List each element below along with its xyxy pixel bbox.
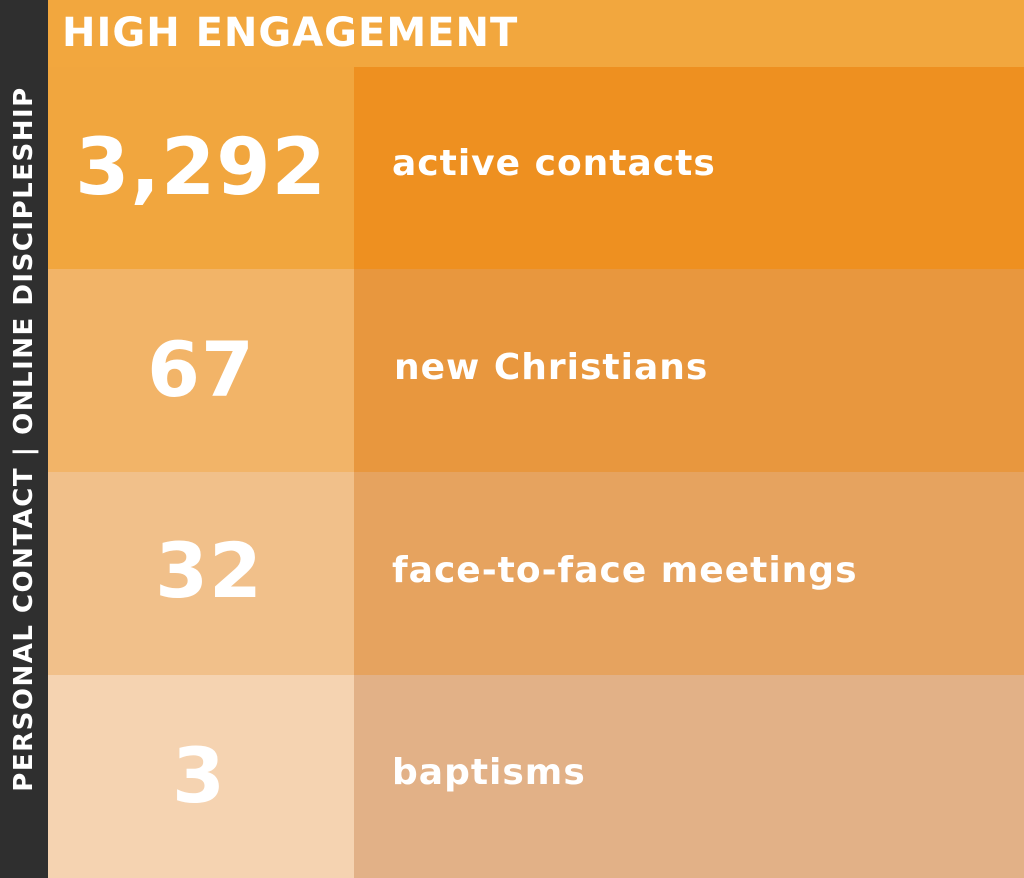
side-label: PERSONAL CONTACT | ONLINE DISCIPLESHIP [9, 86, 39, 792]
stat-label: face-to-face meetings [392, 550, 858, 591]
stat-row-new-christians: 67 new Christians [48, 269, 1024, 472]
stat-value-cell: 3 [48, 675, 354, 878]
stat-value: 3,292 [75, 123, 327, 213]
stat-label-cell: face-to-face meetings [354, 472, 1024, 675]
stat-row-active-contacts: 3,292 active contacts [48, 67, 1024, 269]
stat-value-cell: 67 [48, 269, 354, 472]
stat-value: 32 [155, 526, 263, 615]
stat-label-cell: baptisms [354, 675, 1024, 878]
stat-label: active contacts [392, 143, 716, 184]
stat-row-baptisms: 3 baptisms [48, 675, 1024, 878]
stat-label-cell: new Christians [354, 269, 1024, 472]
stat-value-cell: 3,292 [48, 67, 354, 269]
stat-label-cell: active contacts [354, 67, 1024, 269]
side-bar: PERSONAL CONTACT | ONLINE DISCIPLESHIP [0, 0, 48, 878]
stat-value: 67 [147, 325, 255, 414]
header-banner: HIGH ENGAGEMENT [48, 0, 1024, 67]
stat-row-face-to-face-meetings: 32 face-to-face meetings [48, 472, 1024, 675]
stat-value: 3 [172, 731, 226, 820]
header-title: HIGH ENGAGEMENT [62, 10, 519, 56]
stat-label: baptisms [392, 752, 586, 793]
stat-label: new Christians [394, 347, 709, 388]
stat-value-cell: 32 [48, 472, 354, 675]
